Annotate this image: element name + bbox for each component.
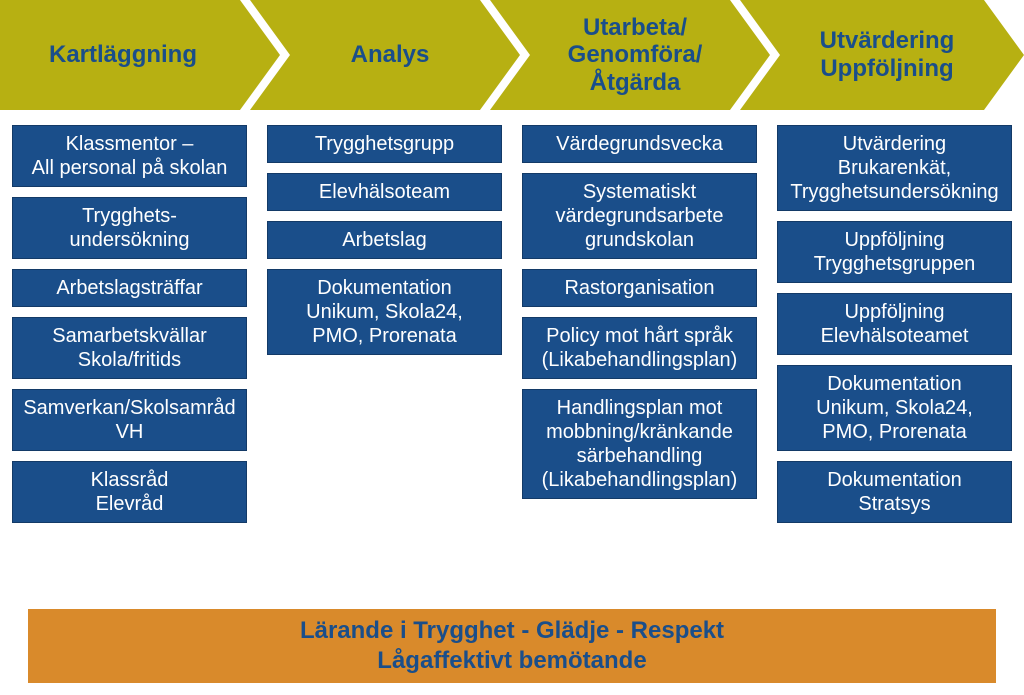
diagram-canvas: KartläggningAnalysUtarbeta/ Genomföra/ Å… [0,0,1024,695]
analys-col-item-3: Dokumentation Unikum, Skola24, PMO, Pror… [267,269,502,355]
utvardering-col-item-3: Dokumentation Unikum, Skola24, PMO, Pror… [777,365,1012,451]
utvardering-col-item-2: Uppföljning Elevhälsoteamet [777,293,1012,355]
utarbeta-col: Värdegrundsvecka Systematiskt värdegrunds… [522,125,757,523]
analys-col-item-0: Trygghetsgrupp [267,125,502,163]
footer-line1: Lärande i Trygghet - Glädje - Respekt [300,616,724,646]
utarbeta-col-item-4: Handlingsplan mot mobbning/kränkande sär… [522,389,757,499]
utvardering-col-item-1: Uppföljning Trygghetsgruppen [777,221,1012,283]
kartlaggning-col-item-4: Samverkan/Skolsamråd VH [12,389,247,451]
utvardering-col-item-0: Utvärdering Brukarenkät, Trygghetsunders… [777,125,1012,211]
utarbeta-col-item-0: Värdegrundsvecka [522,125,757,163]
utvardering-col-item-4: Dokumentation Stratsys [777,461,1012,523]
kartlaggning-col: Klassmentor – All personal på skolan Tryg… [12,125,247,523]
arrow-analys: Analys [250,0,520,110]
utarbeta-col-item-2: Rastorganisation [522,269,757,307]
kartlaggning-col-item-5: Klassråd Elevråd [12,461,247,523]
utarbeta-col-item-1: Systematiskt värdegrundsarbete grundskol… [522,173,757,259]
kartlaggning-col-item-3: Samarbetskvällar Skola/fritids [12,317,247,379]
kartlaggning-col-item-0: Klassmentor – All personal på skolan [12,125,247,187]
analys-col: Trygghetsgrupp Elevhälsoteam Arbetslag Doku… [267,125,502,523]
utarbeta-col-item-3: Policy mot hårt språk (Likabehandlingspl… [522,317,757,379]
kartlaggning-col-item-2: Arbetslagsträffar [12,269,247,307]
arrow-utarbeta: Utarbeta/ Genomföra/ Åtgärda [490,0,770,110]
footer-bar: Lärande i Trygghet - Glädje - Respekt Lå… [28,609,996,683]
analys-col-item-1: Elevhälsoteam [267,173,502,211]
arrow-utvardering: Utvärdering Uppföljning [740,0,1024,110]
arrow-row: KartläggningAnalysUtarbeta/ Genomföra/ Å… [0,0,1024,110]
columns-row: Klassmentor – All personal på skolan Tryg… [0,125,1024,523]
arrow-kartlaggning: Kartläggning [0,0,280,110]
utvardering-col: Utvärdering Brukarenkät, Trygghetsunders… [777,125,1012,523]
kartlaggning-col-item-1: Trygghets- undersökning [12,197,247,259]
analys-col-item-2: Arbetslag [267,221,502,259]
footer-line2: Lågaffektivt bemötande [377,646,646,676]
